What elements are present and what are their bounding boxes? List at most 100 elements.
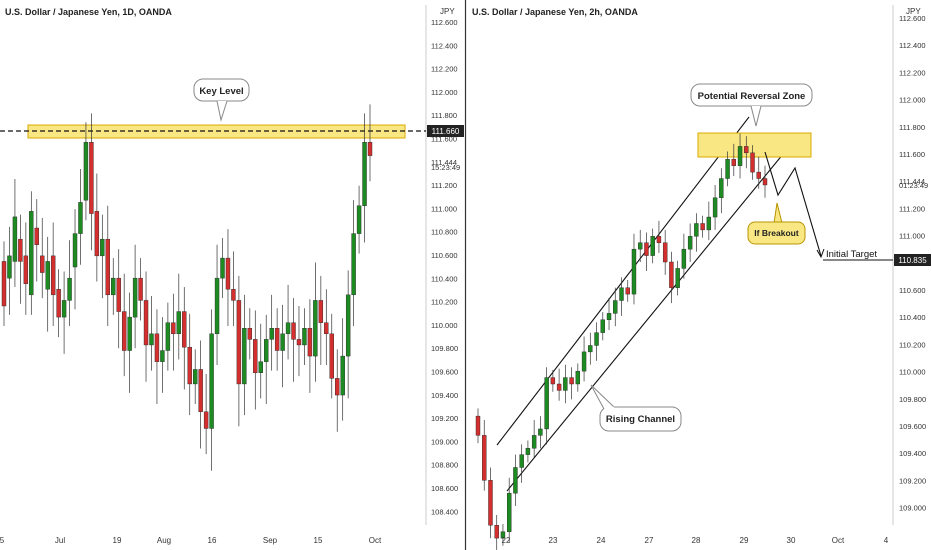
right-candle-body (581, 351, 587, 372)
right-price-tick-label: 110.200 (899, 340, 926, 349)
left-candle-body (187, 346, 192, 385)
channel-lower-line (506, 147, 789, 492)
right-candle-body (482, 435, 487, 481)
initial-target-label: Initial Target (826, 249, 877, 260)
left-candle-body (340, 355, 345, 396)
left-candle-body (23, 255, 29, 284)
right-candle-body (494, 525, 499, 539)
left-candle-body (149, 333, 154, 346)
left-candle-body (40, 255, 45, 273)
left-candle-body (285, 322, 291, 335)
right-candle-body (737, 146, 743, 166)
left-price-tick-label: 109.000 (431, 437, 458, 446)
right-candle-body (625, 287, 630, 295)
key-level-label: Key Level (199, 86, 243, 97)
left-candle-body (116, 277, 121, 312)
left-price-tick-label: 109.800 (431, 344, 458, 353)
left-chart-panel[interactable]: U.S. Dollar / Japanese Yen, 1D, OANDA JP… (0, 5, 464, 545)
left-candle-body (335, 378, 340, 396)
left-candle-body (351, 233, 356, 296)
right-candle-body (762, 178, 768, 186)
right-candle-body (550, 377, 556, 385)
left-candle-body (258, 361, 263, 373)
left-candle-body (313, 300, 318, 357)
left-candle-body (89, 142, 94, 214)
right-candlestick-series (475, 133, 768, 550)
right-price-tick-label: 112.000 (899, 96, 926, 105)
left-date-tick-label: 19 (113, 536, 122, 545)
left-candle-body (72, 233, 78, 268)
right-candle-body (575, 370, 581, 385)
right-candle-body (700, 223, 705, 231)
target-arrow-icon (816, 248, 825, 259)
left-candle-body (1, 261, 7, 307)
right-candle-body (750, 152, 755, 173)
left-date-ticks: 5 Jul 19 Aug 16 Sep 15 Oct (0, 536, 382, 545)
right-date-tick-label: 28 (692, 536, 701, 545)
right-date-tick-label: 29 (740, 536, 749, 545)
right-candle-body (475, 415, 481, 436)
right-candle-body (694, 223, 699, 237)
left-candle-body (29, 211, 34, 296)
left-candle-body (296, 339, 302, 346)
key-level-callout-pointer (216, 100, 228, 122)
left-price-tick-label: 110.400 (431, 274, 458, 283)
right-candle-body (669, 261, 674, 288)
left-candle-body (132, 277, 138, 318)
right-chart-panel[interactable]: U.S. Dollar / Japanese Yen, 2h, OANDA JP… (472, 5, 931, 550)
right-date-tick-label: 22 (502, 536, 511, 545)
left-candle-body (78, 202, 83, 234)
rising-channel-callout (599, 406, 682, 432)
left-candle-body (160, 350, 165, 362)
right-candle-body (606, 313, 612, 320)
right-candle-body (531, 435, 537, 449)
right-candle-body (656, 236, 662, 243)
right-price-tick-label: 111.600 (899, 150, 925, 159)
left-key-price-badge (427, 125, 464, 137)
right-price-tick-label: 110.400 (899, 313, 926, 322)
left-price-tick-label: 109.200 (431, 414, 458, 423)
right-price-tick-label: 109.400 (899, 449, 926, 458)
left-price-tick-label: 108.600 (431, 484, 458, 493)
right-candle-body (725, 159, 730, 179)
left-price-tick-label: 110.800 (431, 228, 458, 237)
right-price-tick-label: 111.444 (899, 177, 925, 186)
left-candle-body (236, 300, 242, 385)
right-candle-body (619, 287, 624, 301)
left-candle-body (176, 311, 182, 335)
breakout-callout-pointer (773, 202, 783, 224)
right-candle-body (538, 428, 543, 436)
left-candle-body (34, 227, 39, 245)
right-date-tick-label: 27 (645, 536, 654, 545)
left-candle-body (324, 322, 329, 335)
left-candle-body (105, 238, 110, 296)
right-candle-body (544, 377, 549, 430)
left-price-tick-label: 112.200 (431, 65, 458, 74)
left-candle-body (12, 216, 18, 262)
left-candle-body (127, 316, 132, 351)
right-candle-body (500, 531, 506, 539)
left-price-tick-label: 111.444 (431, 158, 457, 167)
left-date-tick-label: 16 (208, 536, 217, 545)
projection-path (764, 151, 822, 257)
left-candlestick-series (1, 104, 373, 471)
left-chart-title: U.S. Dollar / Japanese Yen, 1D, OANDA (5, 7, 172, 17)
left-candle-body (318, 300, 324, 323)
left-candle-body (291, 322, 296, 340)
right-candle-body (506, 492, 512, 532)
left-candle-body (45, 261, 50, 290)
right-candle-body (569, 377, 574, 385)
right-candle-body (719, 178, 724, 198)
left-price-tick-label: 108.400 (431, 507, 458, 516)
left-candle-body (302, 328, 307, 346)
right-candle-body (756, 171, 761, 179)
right-candle-body (706, 216, 712, 231)
left-price-tick-label: 112.600 (431, 18, 458, 27)
right-target-price-text: 110.835 (898, 256, 927, 265)
left-countdown: 15:23:49 (431, 163, 460, 172)
right-price-tick-label: 112.200 (899, 68, 926, 77)
left-candle-body (94, 211, 100, 257)
left-candle-body (345, 294, 351, 357)
right-date-tick-label: 23 (549, 536, 558, 545)
